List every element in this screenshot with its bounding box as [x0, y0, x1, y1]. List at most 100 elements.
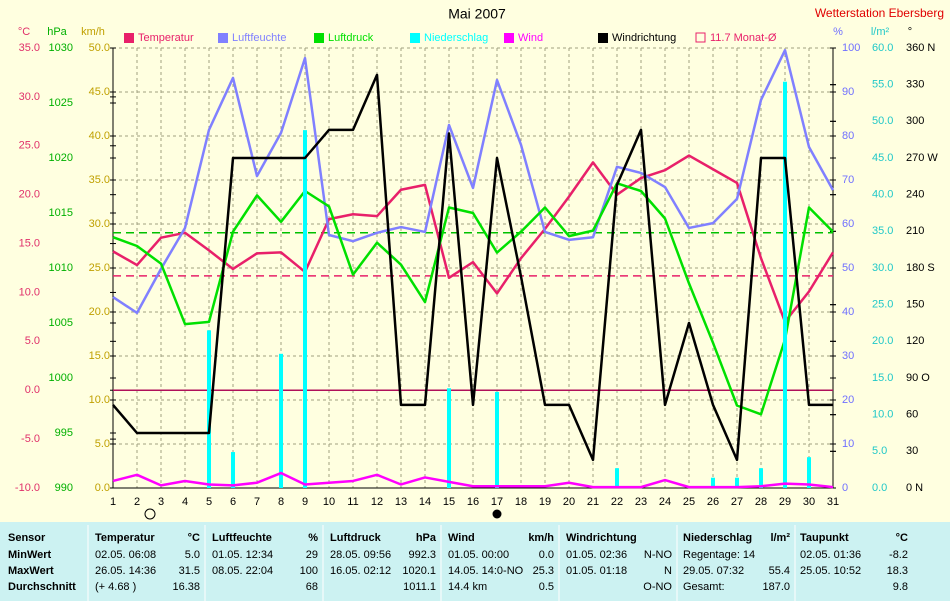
- legend-swatch: [218, 33, 228, 43]
- axis-unit: km/h: [81, 26, 105, 38]
- y-tick-label: 1005: [49, 317, 73, 329]
- y-tick-label: 30: [906, 445, 918, 457]
- y-tick-label: 50: [842, 262, 854, 274]
- bar: [207, 330, 211, 488]
- legend-label: Niederschlag: [424, 32, 488, 44]
- table-cell: MinWert: [8, 549, 52, 561]
- x-tick-label: 22: [611, 496, 623, 508]
- legend-label: 11.7 Monat-Ø: [710, 32, 777, 44]
- x-tick-label: 2: [134, 496, 140, 508]
- y-tick-label: 1030: [49, 42, 73, 54]
- y-tick-label: 1025: [49, 97, 73, 109]
- x-tick-label: 24: [659, 496, 671, 508]
- y-tick-label: 20: [842, 394, 854, 406]
- y-tick-label: 990: [55, 482, 73, 494]
- axis-unit: hPa: [47, 26, 67, 38]
- table-cell: MaxWert: [8, 565, 54, 577]
- bar: [303, 130, 307, 488]
- y-tick-label: 10.0: [19, 286, 40, 298]
- x-tick-label: 10: [323, 496, 335, 508]
- y-tick-label: 1010: [49, 262, 73, 274]
- y-tick-label: 1020: [49, 152, 73, 164]
- y-tick-label: 5.0: [872, 445, 887, 457]
- y-tick-label: 10.0: [872, 409, 893, 421]
- bar: [759, 468, 763, 488]
- table-cell: 01.05. 02:36: [566, 549, 627, 561]
- legend-label: Wind: [518, 32, 543, 44]
- y-tick-label: 10: [842, 438, 854, 450]
- table-cell: 26.05. 14:36: [95, 565, 156, 577]
- line: [112, 48, 835, 315]
- table-cell: 25.05. 10:52: [800, 565, 861, 577]
- legend-label: Windrichtung: [612, 32, 676, 44]
- y-tick-label: 25.0: [19, 140, 40, 152]
- bar: [447, 388, 451, 488]
- table-cell: 16.05. 02:12: [330, 565, 391, 577]
- y-tick-label: 25.0: [872, 299, 893, 311]
- table-cell: 55.4: [769, 565, 790, 577]
- x-tick-label: 31: [827, 496, 839, 508]
- y-tick-label: 5.0: [25, 335, 40, 347]
- x-tick-label: 19: [539, 496, 551, 508]
- table-cell: 29: [306, 549, 318, 561]
- x-tick-label: 13: [395, 496, 407, 508]
- legend-swatch: [124, 33, 134, 43]
- y-tick-label: 240: [906, 189, 924, 201]
- y-tick-label: 0.0: [25, 384, 40, 396]
- y-tick-label: 55.0: [872, 79, 893, 91]
- table-cell: Durchschnitt: [8, 581, 76, 593]
- table-cell: hPa: [416, 532, 437, 544]
- table-cell: 187.0: [762, 581, 790, 593]
- x-tick-label: 9: [302, 496, 308, 508]
- y-tick-label: 300: [906, 115, 924, 127]
- legend-swatch: [314, 33, 324, 43]
- table-cell: 08.05. 22:04: [212, 565, 273, 577]
- table-cell: Luftfeuchte: [212, 532, 272, 544]
- bar: [279, 353, 283, 488]
- x-tick-label: 26: [707, 496, 719, 508]
- x-tick-label: 6: [230, 496, 236, 508]
- table-cell: 28.05. 09:56: [330, 549, 391, 561]
- y-tick-label: 50.0: [872, 115, 893, 127]
- y-tick-label: 70: [842, 174, 854, 186]
- x-tick-label: 15: [443, 496, 455, 508]
- y-tick-label: 150: [906, 299, 924, 311]
- y-tick-label: 1015: [49, 207, 73, 219]
- y-tick-label: 20.0: [872, 335, 893, 347]
- axis-unit: °: [908, 26, 912, 38]
- table-cell: 25.3: [533, 565, 554, 577]
- bar: [711, 477, 715, 488]
- table-cell: 68: [306, 581, 318, 593]
- x-tick-label: 12: [371, 496, 383, 508]
- y-tick-label: 15.0: [19, 237, 40, 249]
- x-tick-label: 1: [110, 496, 116, 508]
- x-tick-label: 18: [515, 496, 527, 508]
- y-tick-label: 1000: [49, 372, 73, 384]
- axis-unit: %: [833, 26, 843, 38]
- y-tick-label: 25.0: [89, 262, 110, 274]
- x-tick-label: 16: [467, 496, 479, 508]
- table-cell: °C: [896, 532, 908, 544]
- x-tick-label: 3: [158, 496, 164, 508]
- y-tick-label: 30.0: [19, 91, 40, 103]
- axis-unit: l/m²: [871, 26, 890, 38]
- y-tick-label: 360 N: [906, 42, 935, 54]
- y-tick-label: 60.0: [872, 42, 893, 54]
- line: [112, 471, 834, 489]
- table-cell: 02.05. 06:08: [95, 549, 156, 561]
- table-cell: (+ 4.68 ): [95, 581, 136, 593]
- moon-icon: [144, 508, 156, 520]
- y-tick-label: 45.0: [872, 152, 893, 164]
- line: [112, 182, 834, 416]
- y-tick-label: 90: [842, 86, 854, 98]
- x-tick-label: 7: [254, 496, 260, 508]
- y-tick-label: 0: [842, 482, 848, 494]
- table-cell: N: [664, 565, 672, 577]
- x-tick-label: 27: [731, 496, 743, 508]
- table-cell: O-NO: [643, 581, 672, 593]
- y-tick-label: 40.0: [872, 189, 893, 201]
- station-name: Wetterstation Ebersberg: [815, 6, 944, 20]
- table-cell: Taupunkt: [800, 532, 849, 544]
- y-tick-label: 60: [842, 218, 854, 230]
- y-tick-label: 330: [906, 79, 924, 91]
